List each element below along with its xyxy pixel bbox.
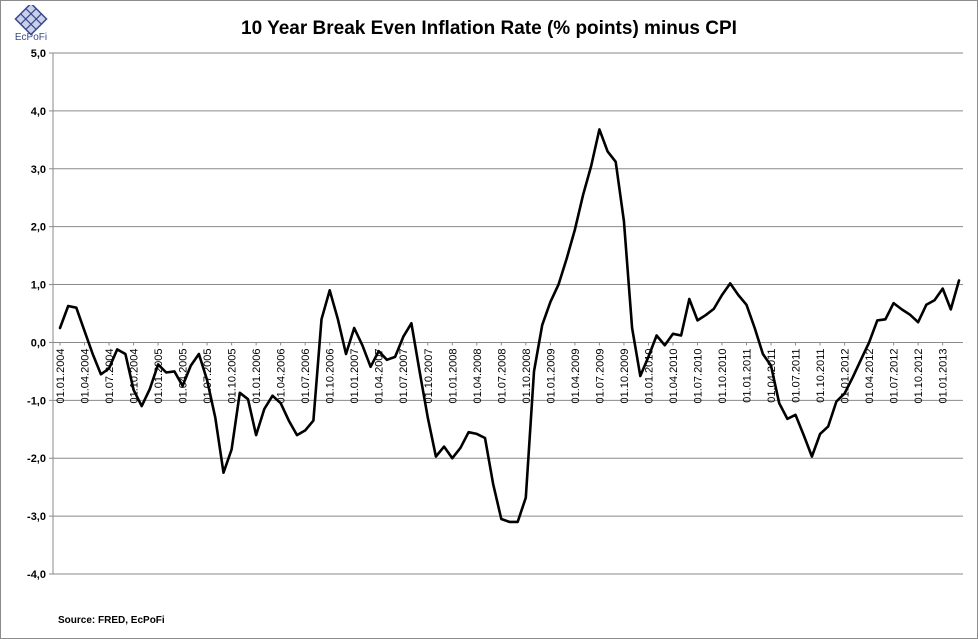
series-layer — [58, 128, 961, 524]
x-tick-label: 01.07.2005 — [202, 348, 214, 403]
y-tick-labels: 5,0 4,0 3,0 2,0 1,0 0,0 -1,0 -2,0 -3,0 -4,0 — [27, 48, 46, 581]
x-tick-label: 01.04.2004 — [80, 348, 92, 403]
x-tick-label: 01.01.2004 — [55, 348, 67, 403]
x-tick-label: 01.01.2012 — [840, 348, 852, 403]
x-tick-label: 01.07.2006 — [300, 348, 312, 403]
x-tick-label: 01.07.2009 — [594, 348, 606, 403]
x-tick-label: 01.07.2011 — [791, 348, 803, 402]
x-tick-label: 01.10.2011 — [815, 348, 827, 402]
x-tick-label: 01.01.2005 — [153, 348, 165, 403]
x-tick-label: 01.01.2006 — [251, 348, 263, 403]
x-tick-label: 01.04.2007 — [374, 348, 386, 403]
x-tick-label: 01.10.2005 — [227, 348, 239, 403]
x-tick-label: 01.01.2013 — [938, 348, 950, 403]
x-tick-label: 01.04.2009 — [570, 348, 582, 403]
gridlines — [53, 52, 963, 575]
x-tick-label: 01.01.2009 — [545, 348, 557, 403]
x-tick-label: 01.01.2008 — [447, 348, 459, 403]
x-tick-label: 01.10.2009 — [619, 348, 631, 403]
y-tick-label: -1,0 — [27, 395, 46, 407]
y-tick-label: -4,0 — [27, 569, 46, 581]
ecpofi-logo-icon — [14, 5, 48, 36]
y-tick-label: -2,0 — [27, 453, 46, 465]
x-tick-label: 01.01.2007 — [349, 348, 361, 403]
y-tick-label: 0,0 — [31, 337, 46, 349]
axes — [49, 52, 963, 575]
logo-text: EcPoFi — [14, 32, 48, 43]
x-tick-label: 01.04.2012 — [864, 348, 876, 403]
x-tick-label: 01.10.2010 — [717, 348, 729, 403]
y-tick-label: 1,0 — [31, 280, 46, 292]
x-tick-label: 01.07.2008 — [496, 348, 508, 403]
x-tick-label: 01.07.2007 — [398, 348, 410, 403]
x-tick-label: 01.04.2006 — [276, 348, 288, 403]
x-tick-label: 01.04.2008 — [472, 348, 484, 403]
x-tick-label: 01.07.2012 — [889, 348, 901, 403]
chart-title: 10 Year Break Even Inflation Rate (% poi… — [241, 18, 737, 39]
x-tick-label: 01.04.2005 — [178, 348, 190, 403]
source-note: Source: FRED, EcPoFi — [58, 615, 165, 626]
x-tick-label: 01.10.2012 — [913, 348, 925, 403]
y-tick-label: 3,0 — [31, 164, 46, 176]
x-tick-label: 01.04.2010 — [668, 348, 680, 403]
series-line — [58, 128, 961, 524]
x-tick-label: 01.10.2006 — [325, 348, 337, 403]
y-tick-label: 2,0 — [31, 222, 46, 234]
x-tick-labels: 01.01.2004 01.04.2004 01.07.2004 01.10.2004… — [55, 348, 950, 403]
y-tick-label: -3,0 — [27, 511, 46, 523]
x-tick-label: 01.10.2004 — [129, 348, 141, 403]
x-tick-label: 01.01.2011 — [742, 348, 754, 402]
x-tick-label: 01.10.2007 — [423, 348, 435, 403]
y-tick-label: 5,0 — [31, 48, 46, 60]
x-tick-label: 01.07.2010 — [692, 348, 704, 403]
x-tick-label: 01.10.2008 — [521, 348, 533, 403]
y-tick-label: 4,0 — [31, 106, 46, 118]
